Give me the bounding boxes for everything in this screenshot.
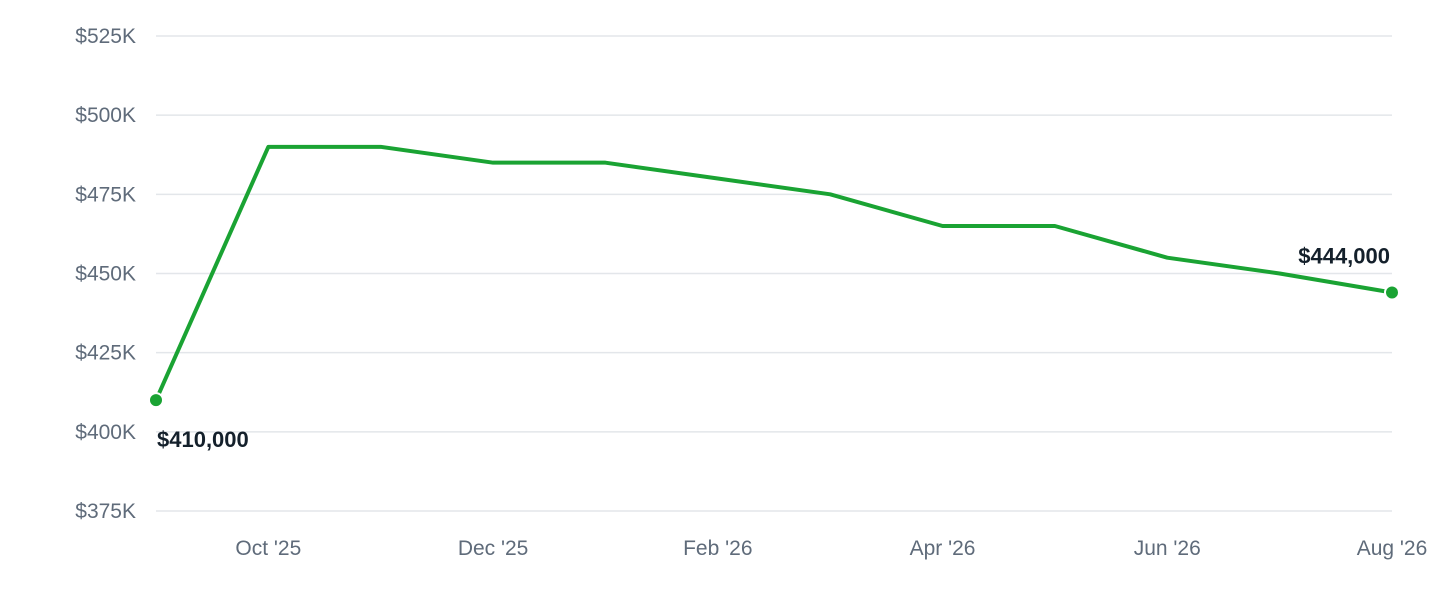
x-tick-label: Aug '26 [1357, 537, 1428, 560]
x-tick-label: Jun '26 [1134, 537, 1201, 560]
x-tick-label: Dec '25 [458, 537, 529, 560]
y-axis-tick-labels: $525K $500K $475K $450K $425K $400K $375K [75, 25, 136, 523]
end-value-label: $444,000 [1298, 244, 1390, 269]
start-point [148, 392, 164, 409]
annotations: $410,000 $444,000 [157, 244, 1390, 453]
x-tick-label: Apr '26 [910, 537, 976, 560]
y-tick-label: $475K [75, 183, 136, 206]
y-tick-label: $400K [75, 421, 136, 444]
y-tick-label: $450K [75, 263, 136, 286]
x-tick-label: Oct '25 [235, 537, 301, 560]
grid-lines [156, 35, 1392, 512]
x-axis-tick-labels: Oct '25 Dec '25 Feb '26 Apr '26 Jun '26 Aug '… [235, 537, 1427, 560]
series-line [154, 144, 1394, 403]
y-tick-label: $500K [75, 104, 136, 127]
x-tick-label: Feb '26 [683, 537, 752, 560]
start-value-label: $410,000 [157, 427, 249, 452]
y-tick-label: $375K [75, 500, 136, 523]
y-tick-label: $425K [75, 342, 136, 365]
end-point [1384, 284, 1400, 301]
y-tick-label: $525K [75, 25, 136, 48]
series-layer [148, 144, 1400, 409]
